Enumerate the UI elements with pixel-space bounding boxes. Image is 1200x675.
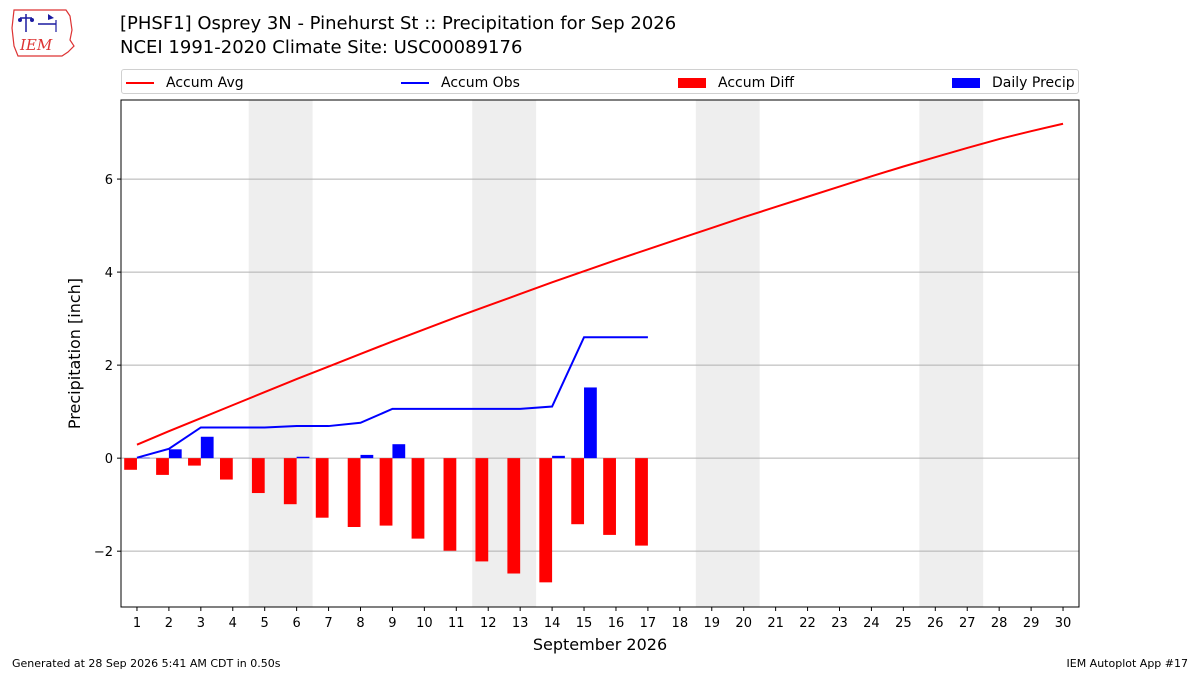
accum-diff-bar-day-15 (571, 458, 585, 525)
accum-diff-bar-day-17 (635, 458, 648, 546)
legend-label-daily-precip: Daily Precip (992, 74, 1075, 91)
daily-precip-bar-day-3 (200, 436, 214, 459)
plot-frame (120, 99, 1080, 608)
title-line-1: [PHSF1] Osprey 3N - Pinehurst St :: Prec… (120, 13, 677, 34)
accum-diff-bar-day-8 (347, 458, 361, 527)
legend-item-accum-obs: Accum Obs (401, 70, 520, 95)
legend-label-accum-obs: Accum Obs (441, 74, 520, 91)
weekend-shading (248, 100, 984, 607)
y-tick-label-4: 4 (105, 266, 113, 281)
x-tick-label-2: 2 (165, 616, 173, 631)
y-tick-label--2: −2 (94, 545, 113, 560)
accum-diff-bar-day-16 (603, 458, 616, 535)
grid-lines (121, 178, 1079, 552)
accum-diff-bar-day-10 (411, 458, 425, 539)
x-tick-label-26: 26 (927, 616, 944, 631)
x-tick-label-23: 23 (831, 616, 848, 631)
x-tick-label-27: 27 (959, 616, 976, 631)
x-tick-label-28: 28 (991, 616, 1008, 631)
title-line-2: NCEI 1991-2020 Climate Site: USC00089176 (120, 37, 523, 58)
x-tick-label-12: 12 (480, 616, 497, 631)
x-tick-label-16: 16 (608, 616, 625, 631)
chart-legend: Accum Avg Accum Obs Accum Diff Daily Pre… (121, 69, 1079, 94)
generated-timestamp: Generated at 28 Sep 2026 5:41 AM CDT in … (12, 657, 281, 670)
x-tick-label-20: 20 (735, 616, 752, 631)
x-tick-label-8: 8 (356, 616, 364, 631)
weekend-band-1 (248, 100, 313, 607)
bar-series (124, 387, 648, 583)
x-tick-label-4: 4 (229, 616, 237, 631)
x-tick-label-22: 22 (799, 616, 816, 631)
x-axis-label: September 2026 (533, 635, 667, 654)
y-tick-label-6: 6 (105, 173, 113, 188)
accum-diff-bar-day-12 (475, 458, 489, 562)
accum-diff-bar-day-2 (156, 458, 169, 475)
x-tick-label-14: 14 (544, 616, 561, 631)
x-tick-label-19: 19 (703, 616, 720, 631)
x-tick-label-15: 15 (576, 616, 593, 631)
legend-label-accum-diff: Accum Diff (718, 74, 795, 91)
legend-item-daily-precip: Daily Precip (952, 70, 1075, 95)
accum-diff-bar-day-9 (379, 458, 393, 526)
autoplot-app-label: IEM Autoplot App #17 (1066, 657, 1189, 670)
daily-precip-bar-day-8 (360, 454, 374, 459)
x-tick-label-6: 6 (292, 616, 300, 631)
daily-precip-bar-day-9 (392, 444, 406, 459)
x-tick-label-30: 30 (1055, 616, 1072, 631)
accum-diff-bar-day-6 (283, 458, 297, 505)
iem-logo-graphic: IEM (11, 9, 75, 57)
daily-precip-bar-day-15 (584, 387, 597, 459)
line-series (136, 122, 1064, 459)
legend-swatch-accum-diff (678, 77, 706, 88)
accum-diff-bar-day-3 (188, 458, 201, 466)
accum-diff-bar-day-4 (219, 458, 233, 480)
y-tick-label-0: 0 (105, 452, 113, 467)
accum-obs-line (136, 336, 648, 459)
daily-precip-bar-day-6 (296, 456, 310, 459)
x-tick-label-1: 1 (133, 616, 141, 631)
x-tick-label-24: 24 (863, 616, 880, 631)
x-tick-label-25: 25 (895, 616, 912, 631)
weekend-band-3 (695, 100, 760, 607)
x-tick-label-10: 10 (416, 616, 433, 631)
x-tick-label-29: 29 (1023, 616, 1040, 631)
daily-precip-bar-day-1 (136, 457, 150, 459)
x-tick-label-11: 11 (448, 616, 465, 631)
x-tick-label-7: 7 (324, 616, 332, 631)
legend-item-accum-diff: Accum Diff (678, 70, 794, 95)
x-tick-label-17: 17 (640, 616, 657, 631)
chart-title: [PHSF1] Osprey 3N - Pinehurst St :: Prec… (120, 12, 676, 60)
daily-precip-bar-day-14 (552, 455, 565, 459)
iem-logo-text: IEM (19, 36, 53, 54)
accum-diff-bar-day-14 (539, 458, 553, 583)
iem-logo: IEM (8, 6, 80, 58)
y-tick-label-2: 2 (105, 359, 113, 374)
legend-label-accum-avg: Accum Avg (166, 74, 244, 91)
accum-diff-bar-day-7 (315, 458, 329, 518)
accum-diff-bar-day-5 (251, 458, 265, 494)
x-tick-label-18: 18 (672, 616, 689, 631)
x-tick-label-3: 3 (197, 616, 205, 631)
x-tick-label-5: 5 (261, 616, 269, 631)
legend-swatch-accum-obs (401, 81, 429, 84)
legend-swatch-accum-avg (126, 81, 154, 84)
accum-diff-bar-day-13 (507, 458, 521, 574)
y-axis-label: Precipitation [inch] (65, 278, 84, 429)
x-tick-label-21: 21 (767, 616, 784, 631)
x-tick-label-13: 13 (512, 616, 529, 631)
accum-diff-bar-day-1 (124, 458, 137, 470)
accum-avg-line (136, 122, 1064, 446)
accum-diff-bar-day-11 (443, 458, 457, 551)
axes: 1 2 3 4 5 6 7 8 9 10 11 12 13 14 15 16 17 18 19 20 21 22 23 24 2… (94, 173, 1071, 631)
legend-swatch-daily-precip (952, 77, 980, 88)
x-tick-label-9: 9 (388, 616, 396, 631)
legend-item-accum-avg: Accum Avg (126, 70, 244, 95)
weekend-band-4 (919, 100, 984, 607)
daily-precip-bar-day-2 (168, 449, 182, 459)
